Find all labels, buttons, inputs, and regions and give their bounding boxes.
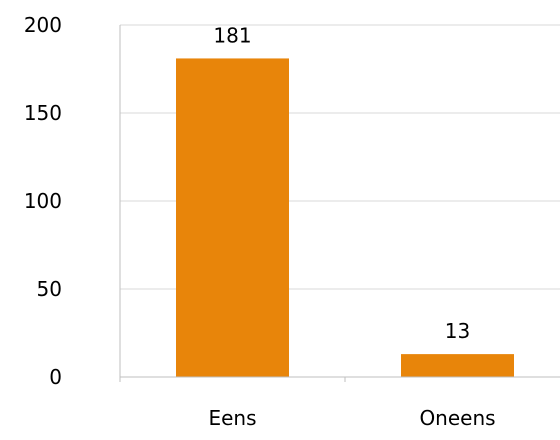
y-tick-label: 0 [49, 365, 62, 389]
bar-eens [176, 58, 289, 377]
axes [119, 25, 560, 382]
x-tick-label-oneens: Oneens [419, 406, 495, 430]
y-tick-label: 50 [37, 277, 62, 301]
y-tick-label: 100 [24, 189, 62, 213]
data-label-eens: 181 [213, 23, 251, 47]
data-label-oneens: 13 [445, 319, 470, 343]
bar-oneens [401, 354, 514, 377]
labels: 0 50 100 150 200 181 Eens 13 Oneens [24, 13, 496, 430]
bars [176, 58, 514, 377]
x-tick-label-eens: Eens [208, 406, 256, 430]
y-tick-label: 150 [24, 101, 62, 125]
y-tick-label: 200 [24, 13, 62, 37]
